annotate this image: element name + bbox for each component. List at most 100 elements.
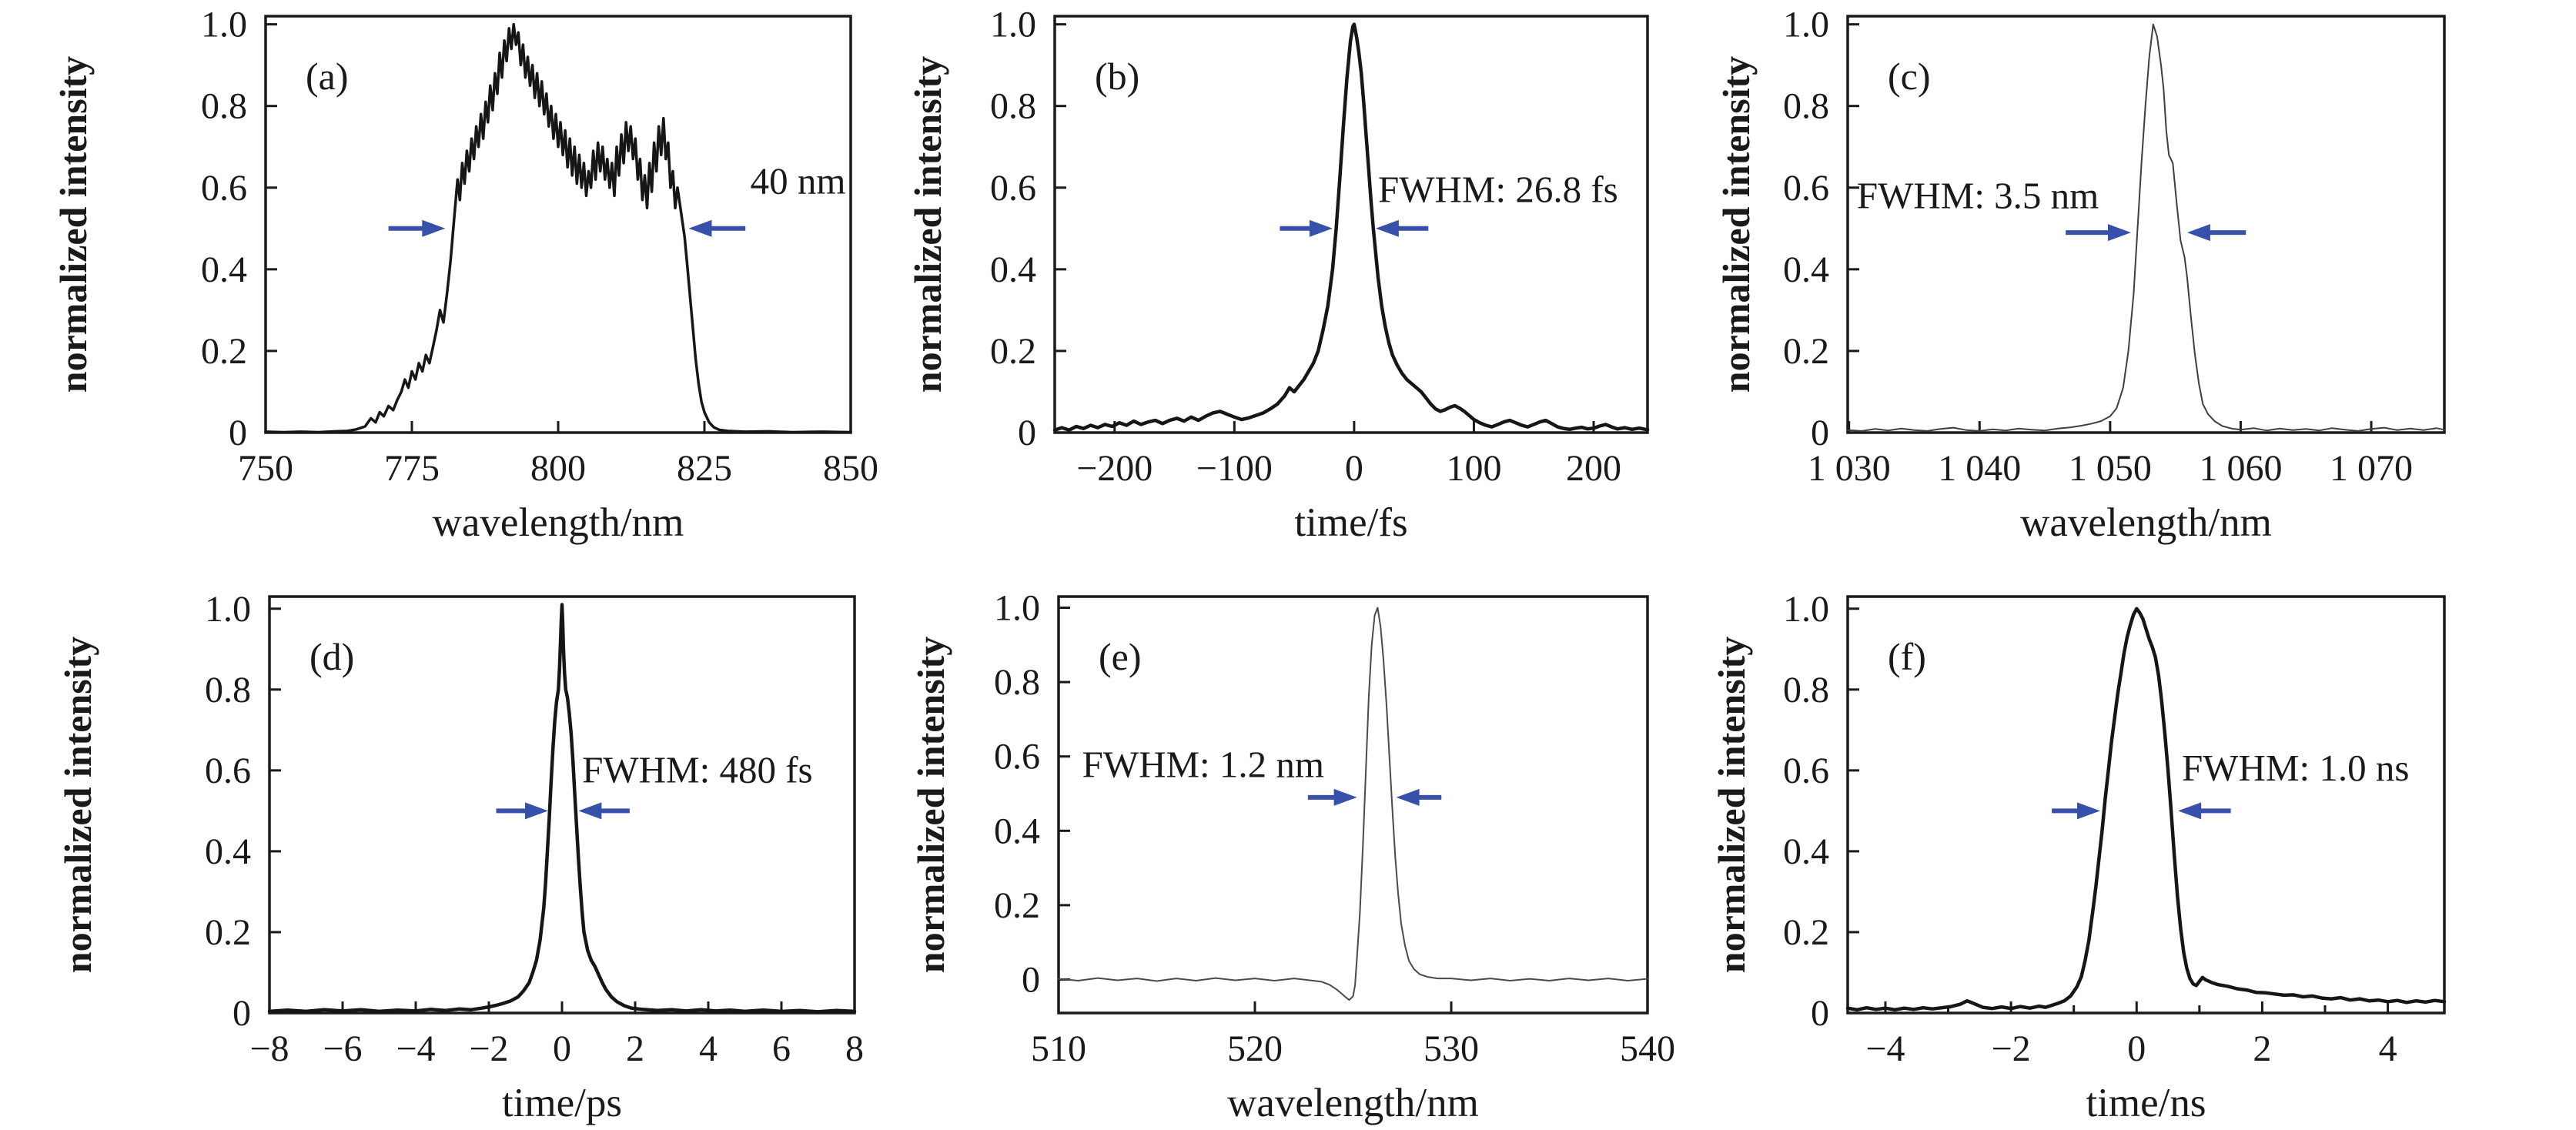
x-tick-label: 6 — [772, 1028, 791, 1069]
y-tick-label: 1.0 — [990, 5, 1036, 45]
y-tick-label: 0 — [1811, 993, 1829, 1034]
data-curve — [1058, 607, 1648, 1001]
panel-letter: (f) — [1888, 635, 1926, 678]
y-tick-label: 0.8 — [205, 670, 251, 710]
fwhm-annotation: 40 nm — [751, 160, 846, 202]
panel-f: −4 −2 0 2 4 0 0.2 0.4 0.6 0.8 1.0 time/ns normalized… — [1710, 589, 2447, 1125]
y-tick-label: 0 — [1022, 960, 1040, 1001]
panel-letter: (e) — [1099, 635, 1142, 678]
x-tick-label: 520 — [1227, 1028, 1283, 1069]
panel-c: 1 030 1 040 1 050 1 060 1 070 0 0.2 0.4 0.6 0.8 1.… — [1715, 5, 2446, 545]
x-tick-label: 0 — [1345, 448, 1363, 489]
x-tick-label: 800 — [530, 448, 586, 489]
fwhm-arrow-head-icon — [524, 802, 548, 820]
x-tick-label: 775 — [384, 448, 440, 489]
x-tick-label: −100 — [1196, 448, 1273, 489]
x-tick-label: 4 — [699, 1028, 718, 1069]
x-tick-label: 850 — [823, 448, 878, 489]
y-tick-label: 0.6 — [990, 168, 1036, 209]
fwhm-arrow-head-icon — [2107, 224, 2131, 242]
x-tick-label: 1 030 — [1808, 448, 1891, 489]
fwhm-arrow-head-icon — [422, 219, 446, 237]
panel-letter: (a) — [306, 55, 349, 98]
panel-letter: (d) — [309, 635, 354, 678]
x-tick-label: 530 — [1423, 1028, 1479, 1069]
panel-e: 510 520 530 540 0 0.2 0.4 0.6 0.8 1.0 wavelength/n… — [909, 587, 1675, 1125]
y-tick-label: 1.0 — [994, 587, 1040, 628]
y-tick-label: 1.0 — [205, 589, 251, 630]
fwhm-arrow-head-icon — [2186, 224, 2210, 242]
fwhm-arrow-head-icon — [1309, 219, 1333, 237]
x-tick-label: −4 — [1865, 1028, 1905, 1069]
y-tick-label: 1.0 — [1783, 5, 1829, 45]
x-tick-label: −200 — [1076, 448, 1153, 489]
x-tick-label: 0 — [2127, 1028, 2146, 1069]
x-axis-title: time/fs — [1294, 500, 1407, 545]
y-tick-label: 0.8 — [1783, 670, 1829, 710]
x-tick-label: 510 — [1031, 1028, 1086, 1069]
fwhm-arrow-head-icon — [1333, 788, 1357, 806]
y-tick-label: 0.4 — [1783, 831, 1829, 872]
plot-frame — [268, 595, 856, 1015]
fwhm-annotation: FWHM: 3.5 nm — [1857, 174, 2099, 216]
y-tick-label: 1.0 — [1783, 589, 1829, 630]
x-tick-label: −2 — [1992, 1028, 2031, 1069]
x-tick-label: 1 050 — [2069, 448, 2152, 489]
x-tick-label: 0 — [553, 1028, 571, 1069]
y-tick-label: 0.4 — [205, 831, 251, 872]
x-tick-label: 1 070 — [2330, 448, 2413, 489]
data-curve — [1847, 23, 2445, 432]
y-tick-label: 0.2 — [205, 912, 251, 953]
plot-frame — [264, 15, 852, 434]
x-tick-label: −6 — [323, 1028, 362, 1069]
fwhm-annotation: FWHM: 480 fs — [582, 749, 812, 791]
panel-d: −8 −6 −4 −2 0 2 4 6 8 0 0.2 0.4 0.6 0.8 1.0 time/ps norm… — [56, 589, 864, 1125]
y-tick-label: 0.4 — [994, 811, 1040, 851]
fwhm-arrow-head-icon — [688, 219, 712, 237]
x-axis-title: wavelength/nm — [1227, 1081, 1479, 1125]
y-tick-label: 0.6 — [1783, 751, 1829, 791]
fwhm-arrow-head-icon — [578, 802, 602, 820]
x-tick-label: 200 — [1566, 448, 1621, 489]
fwhm-arrow-head-icon — [1396, 788, 1420, 806]
y-tick-label: 0.8 — [201, 86, 247, 127]
y-tick-label: 0.6 — [1783, 168, 1829, 209]
x-tick-label: 2 — [2253, 1028, 2271, 1069]
y-tick-label: 0 — [229, 413, 247, 453]
y-tick-label: 0.8 — [994, 662, 1040, 703]
x-tick-label: −4 — [396, 1028, 435, 1069]
y-tick-label: 0.2 — [201, 331, 247, 372]
x-tick-label: 4 — [2379, 1028, 2397, 1069]
y-tick-label: 0.6 — [994, 737, 1040, 777]
x-tick-label: 540 — [1620, 1028, 1675, 1069]
panel-b: −200 −100 0 100 200 0 0.2 0.4 0.6 0.8 1.0 time/fs no… — [906, 5, 1650, 545]
panel-letter: (c) — [1888, 55, 1931, 98]
x-tick-label: 100 — [1446, 448, 1501, 489]
y-tick-label: 0.6 — [201, 168, 247, 209]
y-axis-title: normalized intensity — [906, 56, 949, 393]
fwhm-arrow-head-icon — [2178, 802, 2202, 820]
y-tick-label: 0.2 — [990, 331, 1036, 372]
x-tick-label: −2 — [469, 1028, 508, 1069]
plot-frame — [1057, 595, 1649, 1015]
x-tick-label: 750 — [238, 448, 293, 489]
y-axis-title: normalized intensity — [909, 637, 952, 973]
y-tick-label: 0.6 — [205, 751, 251, 791]
y-tick-label: 0.2 — [1783, 331, 1829, 372]
x-tick-label: 2 — [626, 1028, 644, 1069]
x-tick-label: 1 060 — [2199, 448, 2282, 489]
y-tick-label: 0.4 — [1783, 249, 1829, 290]
y-tick-label: 0.2 — [1783, 912, 1829, 953]
fwhm-arrow-head-icon — [1375, 219, 1399, 237]
plot-frame — [1846, 595, 2446, 1015]
y-tick-label: 0.4 — [990, 249, 1036, 290]
fwhm-arrow-head-icon — [2076, 802, 2100, 820]
x-tick-label: 825 — [677, 448, 732, 489]
x-tick-label: 1 040 — [1938, 448, 2021, 489]
panel-letter: (b) — [1095, 55, 1139, 98]
y-tick-label: 0.2 — [994, 885, 1040, 926]
plot-frame — [1846, 15, 2446, 434]
x-axis-title: wavelength/nm — [2020, 500, 2272, 545]
data-curve — [267, 603, 857, 1014]
